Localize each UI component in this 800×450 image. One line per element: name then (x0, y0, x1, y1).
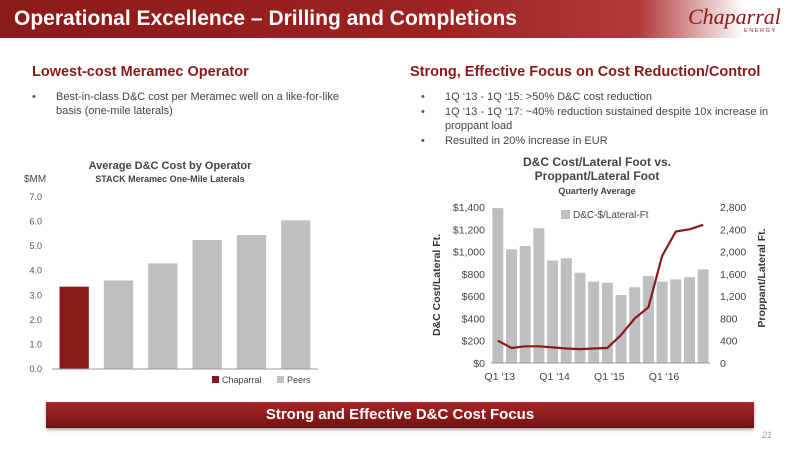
legend-swatch-chaparral (212, 376, 219, 383)
y2-tick-label: 2,400 (720, 224, 746, 236)
x-tick-label: Q1 '13 (485, 371, 516, 383)
x-tick-label: Q1 '15 (594, 371, 625, 383)
bar-peer (148, 263, 178, 369)
bar-dc-cost (533, 228, 545, 363)
logo-wordmark: Chaparral (688, 4, 781, 29)
chaparral-logo: Chaparral ENERGY (688, 4, 798, 36)
bar-dc-cost (656, 281, 668, 363)
y2-axis-label: Proppant/Lateral Ft. (756, 228, 768, 327)
y-tick-label: $600 (462, 291, 486, 303)
y-axis-label: D&C Cost/Lateral Ft. (431, 234, 443, 336)
bar-dc-cost (629, 287, 641, 363)
y2-tick-label: 0 (720, 358, 726, 370)
y-axis-label: $MM (24, 174, 46, 185)
bar-dc-cost (574, 272, 586, 363)
right-section-title: Strong, Effective Focus on Cost Reductio… (410, 64, 761, 80)
chart-subtitle: Quarterly Average (558, 186, 635, 196)
bar-dc-cost (492, 208, 504, 363)
bar-dc-cost (670, 279, 682, 363)
y-tick-label: 5.0 (29, 241, 42, 251)
page-title: Operational Excellence – Drilling and Co… (14, 7, 517, 30)
y-tick-label: 4.0 (29, 266, 42, 276)
y2-tick-label: 2,800 (720, 202, 746, 214)
x-tick-label: Q1 '14 (539, 371, 570, 383)
y-tick-label: 2.0 (29, 315, 42, 325)
legend-label-dc-cost: D&C-$/Lateral-Ft (573, 210, 649, 221)
legend-swatch-peers (277, 376, 284, 383)
x-tick-label: Q1 '16 (649, 371, 680, 383)
y-tick-label: $1,200 (453, 224, 485, 236)
proppant-line (497, 223, 704, 351)
y-tick-label: 0.0 (29, 364, 42, 374)
right-bullet: Resulted in 20% increase in EUR (421, 134, 781, 148)
chart-title-line-2: Proppant/Lateral Foot (535, 169, 660, 183)
left-bullet: Best-in-class D&C cost per Meramec well … (32, 90, 362, 118)
y-tick-label: 7.0 (29, 192, 42, 202)
right-bullet: 1Q ‘13 - 1Q ‘15: >50% D&C cost reduction (421, 90, 781, 104)
y-tick-label: $200 (462, 336, 486, 348)
right-bullet: 1Q ‘13 - 1Q ‘17: ~40% reduction sustaine… (421, 105, 781, 133)
right-bullet-list: 1Q ‘13 - 1Q ‘15: >50% D&C cost reduction… (421, 90, 781, 149)
legend-label-peers: Peers (287, 375, 311, 385)
banner-text: Strong and Effective D&C Cost Focus (265, 406, 535, 423)
y-tick-label: $0 (473, 358, 485, 370)
bar-dc-cost (506, 249, 518, 363)
bar-dc-cost (547, 260, 559, 363)
chart-title: Average D&C Cost by Operator (89, 160, 253, 172)
bar-dc-cost (560, 258, 572, 363)
bar-dc-cost (697, 269, 709, 363)
y2-tick-label: 2,000 (720, 247, 746, 259)
y2-tick-label: 1,600 (720, 269, 746, 281)
bar-dc-cost (588, 281, 600, 363)
bar-dc-cost (683, 277, 695, 363)
y-tick-label: 6.0 (29, 217, 42, 227)
bar-dc-cost (615, 295, 627, 363)
y-tick-label: 3.0 (29, 290, 42, 300)
logo-subtitle: ENERGY (744, 28, 777, 34)
bar-peer (103, 280, 134, 369)
y-tick-label: 1.0 (29, 339, 42, 349)
operator-cost-chart: Average D&C Cost by Operator STACK Meram… (24, 160, 318, 385)
chart-subtitle: STACK Meramec One-Mile Laterals (95, 174, 244, 184)
y2-tick-label: 1,200 (720, 291, 746, 303)
y-tick-label: $1,400 (453, 202, 485, 214)
left-bullet-list: Best-in-class D&C cost per Meramec well … (32, 90, 362, 119)
chart-legend: Chaparral Peers (212, 375, 311, 385)
y2-tick-label: 400 (720, 336, 738, 348)
bar-peer (281, 220, 311, 369)
bar-dc-cost (519, 246, 531, 363)
chart-title-line-1: D&C Cost/Lateral Foot vs. (523, 155, 671, 169)
bar-peer (192, 240, 222, 369)
bar-dc-cost (642, 276, 654, 363)
legend-label-chaparral: Chaparral (222, 375, 262, 385)
left-section-title: Lowest-cost Meramec Operator (32, 64, 249, 80)
bar-peer (236, 235, 267, 369)
legend-swatch-dc-cost (561, 210, 570, 219)
header-bar (0, 0, 800, 38)
y2-tick-label: 800 (720, 313, 738, 325)
bar-chaparral (59, 286, 89, 369)
y-tick-label: $800 (462, 269, 486, 281)
y-tick-label: $1,000 (453, 247, 485, 259)
cost-vs-proppant-chart: D&C Cost/Lateral Foot vs. Proppant/Later… (431, 155, 768, 383)
bottom-banner: Strong and Effective D&C Cost Focus (46, 402, 754, 428)
page-number: 21 (761, 430, 772, 440)
bar-dc-cost (601, 282, 613, 363)
y-tick-label: $400 (462, 313, 486, 325)
